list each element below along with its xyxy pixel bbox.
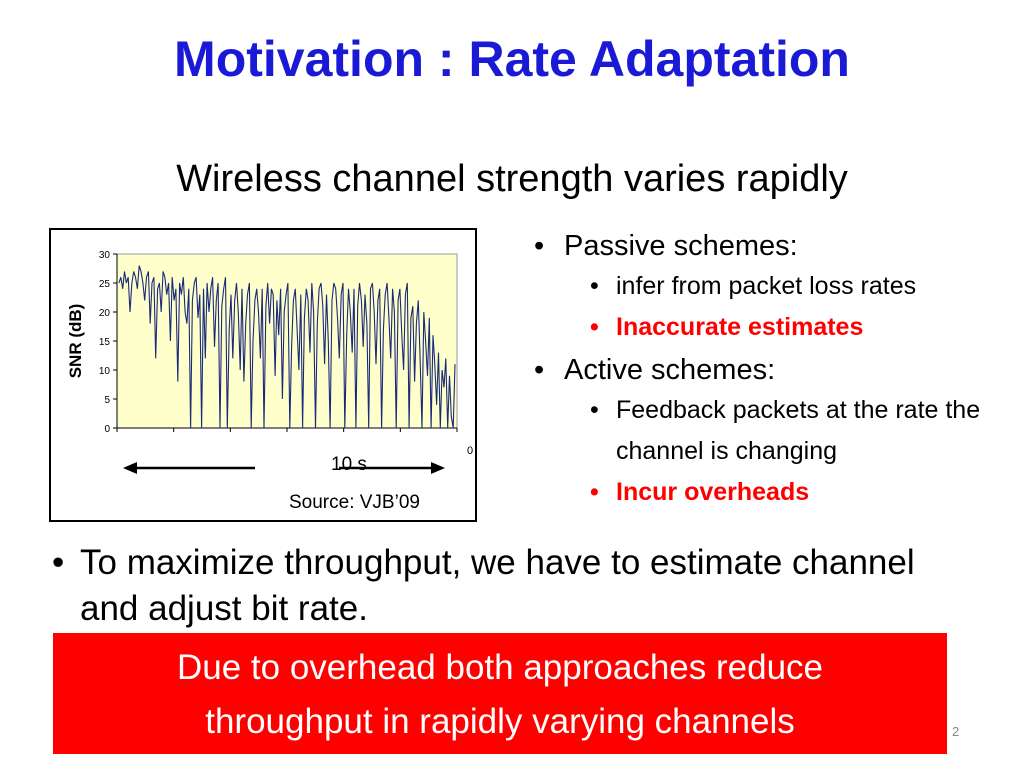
conclusion-callout: Due to overhead both approaches reduce t…: [53, 633, 947, 754]
active-schemes-sublist: Feedback packets at the rate the channel…: [564, 390, 1024, 513]
y-tick-label: 20: [99, 308, 111, 319]
passive-schemes-item: Passive schemes: infer from packet loss …: [534, 228, 1024, 348]
arrow-right-head: [431, 462, 445, 474]
passive-sub-item-highlight: Inaccurate estimates: [564, 307, 1024, 348]
slide-title: Motivation : Rate Adaptation: [174, 31, 850, 87]
callout-line-2: throughput in rapidly varying channels: [205, 702, 795, 741]
x-axis-stub-label: 0: [467, 445, 473, 457]
slide-subtitle: Wireless channel strength varies rapidly: [176, 158, 848, 200]
active-schemes-label: Active schemes:: [564, 354, 776, 386]
y-tick-label: 5: [104, 395, 110, 406]
y-tick-label: 15: [99, 337, 111, 348]
page-number: 2: [952, 724, 960, 739]
plot-area: [116, 253, 458, 429]
throughput-bullet-list: To maximize throughput, we have to estim…: [52, 540, 982, 632]
active-schemes-item: Active schemes: Feedback packets at the …: [534, 352, 1024, 513]
throughput-bullet: To maximize throughput, we have to estim…: [52, 540, 982, 632]
passive-schemes-sublist: infer from packet loss rates Inaccurate …: [564, 266, 1024, 348]
active-sub-item: Feedback packets at the rate the channel…: [564, 390, 1024, 472]
schemes-list: Passive schemes: infer from packet loss …: [534, 228, 1024, 517]
snr-figure: 0 5 10 15 20 25 30 0 SNR (dB) 10 s Source: VJB’0…: [49, 228, 477, 522]
passive-sub-item: infer from packet loss rates: [564, 266, 1024, 307]
callout-line-1: Due to overhead both approaches reduce: [176, 648, 823, 687]
snr-chart: 0 5 10 15 20 25 30 0 SNR (dB): [66, 250, 473, 474]
y-tick-label: 30: [99, 250, 111, 261]
figure-source: Source: VJB’09: [289, 492, 420, 513]
y-tick-label: 0: [104, 424, 110, 435]
snr-series-line: [118, 265, 456, 429]
y-axis-label: SNR (dB): [66, 304, 85, 379]
y-tick-label: 10: [99, 366, 111, 377]
arrow-left-head: [123, 462, 137, 474]
time-span-label: 10 s: [331, 454, 367, 475]
passive-schemes-label: Passive schemes:: [564, 230, 798, 262]
active-sub-item-highlight: Incur overheads: [564, 472, 1024, 513]
y-tick-label: 25: [99, 279, 111, 290]
